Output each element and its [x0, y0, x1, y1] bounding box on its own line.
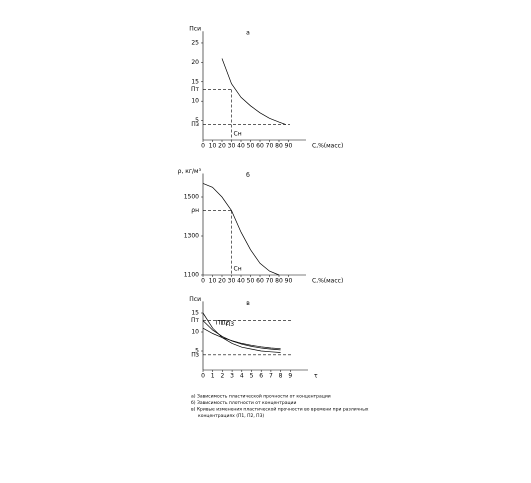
x-tick-label: 90: [285, 278, 293, 285]
y-tick-label: 1100: [184, 272, 199, 279]
x-tick-label: 8: [279, 373, 283, 380]
x-tick-label: 40: [237, 278, 245, 285]
y-tick-label: 20: [191, 59, 199, 66]
series-line: [202, 312, 281, 353]
x-tick-label: 80: [275, 143, 283, 150]
x-tick-label: 6: [259, 373, 263, 380]
x-axis-label: С,%(масс): [312, 278, 343, 285]
caption: а) Зависимость пластической прочности от…: [191, 393, 331, 400]
y-tick-label: 15: [191, 78, 199, 85]
x-tick-label: 50: [247, 143, 255, 150]
series-line: [202, 327, 281, 350]
x-tick-label: 30: [228, 143, 236, 150]
series-line: [221, 58, 286, 125]
chart-title: а: [246, 30, 250, 37]
y-tick-label: 15: [191, 310, 199, 317]
series-label: П1: [216, 320, 225, 327]
caption: в) Кривые изменения пластической прочнос…: [191, 406, 369, 413]
x-tick-label: 50: [247, 278, 255, 285]
x-tick-label: 7: [269, 373, 273, 380]
threshold-label: Пт: [191, 86, 200, 93]
x-tick-label: 0: [201, 143, 205, 150]
series-label: П3: [226, 321, 235, 328]
chart-title: б: [246, 172, 250, 179]
x-tick-label: 70: [266, 143, 274, 150]
x-tick-label: 20: [218, 278, 226, 285]
x-tick-label: 0: [201, 278, 205, 285]
x-axis-label: τ: [314, 373, 318, 380]
x-tick-label: 90: [285, 143, 293, 150]
y-tick-label: 1300: [184, 233, 199, 240]
x-tick-label: 2: [220, 373, 224, 380]
y-axis-label: Пси: [189, 296, 201, 303]
x-tick-label: 10: [209, 143, 217, 150]
x-axis-label: С,%(масс): [312, 143, 343, 150]
caption: концентрациях (П1, П2, П3): [198, 413, 264, 419]
critical-label: Сн: [234, 131, 242, 138]
x-tick-label: 4: [240, 373, 244, 380]
threshold-label: ρн: [191, 207, 199, 214]
series-label: П2: [221, 320, 230, 327]
y-tick-label: 25: [191, 39, 199, 46]
series-line: [202, 183, 280, 276]
x-tick-label: 30: [228, 278, 236, 285]
x-tick-label: 9: [288, 373, 292, 380]
y-tick-label: 10: [191, 98, 199, 105]
x-tick-label: 3: [230, 373, 234, 380]
y-axis-label: Пси: [189, 26, 201, 33]
threshold-label: Пз: [191, 351, 199, 358]
series-line: [202, 320, 281, 351]
critical-label: Сн: [234, 266, 242, 273]
y-tick-label: 5: [195, 348, 199, 355]
y-axis-label: ρ, кг/м³: [178, 168, 202, 175]
y-tick-label: 1500: [184, 194, 199, 201]
threshold-label: Пз: [191, 121, 199, 128]
x-tick-label: 10: [209, 278, 217, 285]
x-tick-label: 1: [211, 373, 215, 380]
chart-title: в: [246, 300, 250, 307]
threshold-label: Пт: [191, 317, 200, 324]
x-tick-label: 0: [201, 373, 205, 380]
x-tick-label: 70: [266, 278, 274, 285]
x-tick-label: 80: [275, 278, 283, 285]
x-tick-label: 60: [256, 278, 264, 285]
caption: б) Зависимость плотности от концентрации: [191, 400, 296, 406]
x-tick-label: 40: [237, 143, 245, 150]
x-tick-label: 60: [256, 143, 264, 150]
x-tick-label: 20: [218, 143, 226, 150]
x-tick-label: 5: [250, 373, 254, 380]
y-tick-label: 10: [191, 329, 199, 336]
y-tick-label: 5: [195, 117, 199, 124]
